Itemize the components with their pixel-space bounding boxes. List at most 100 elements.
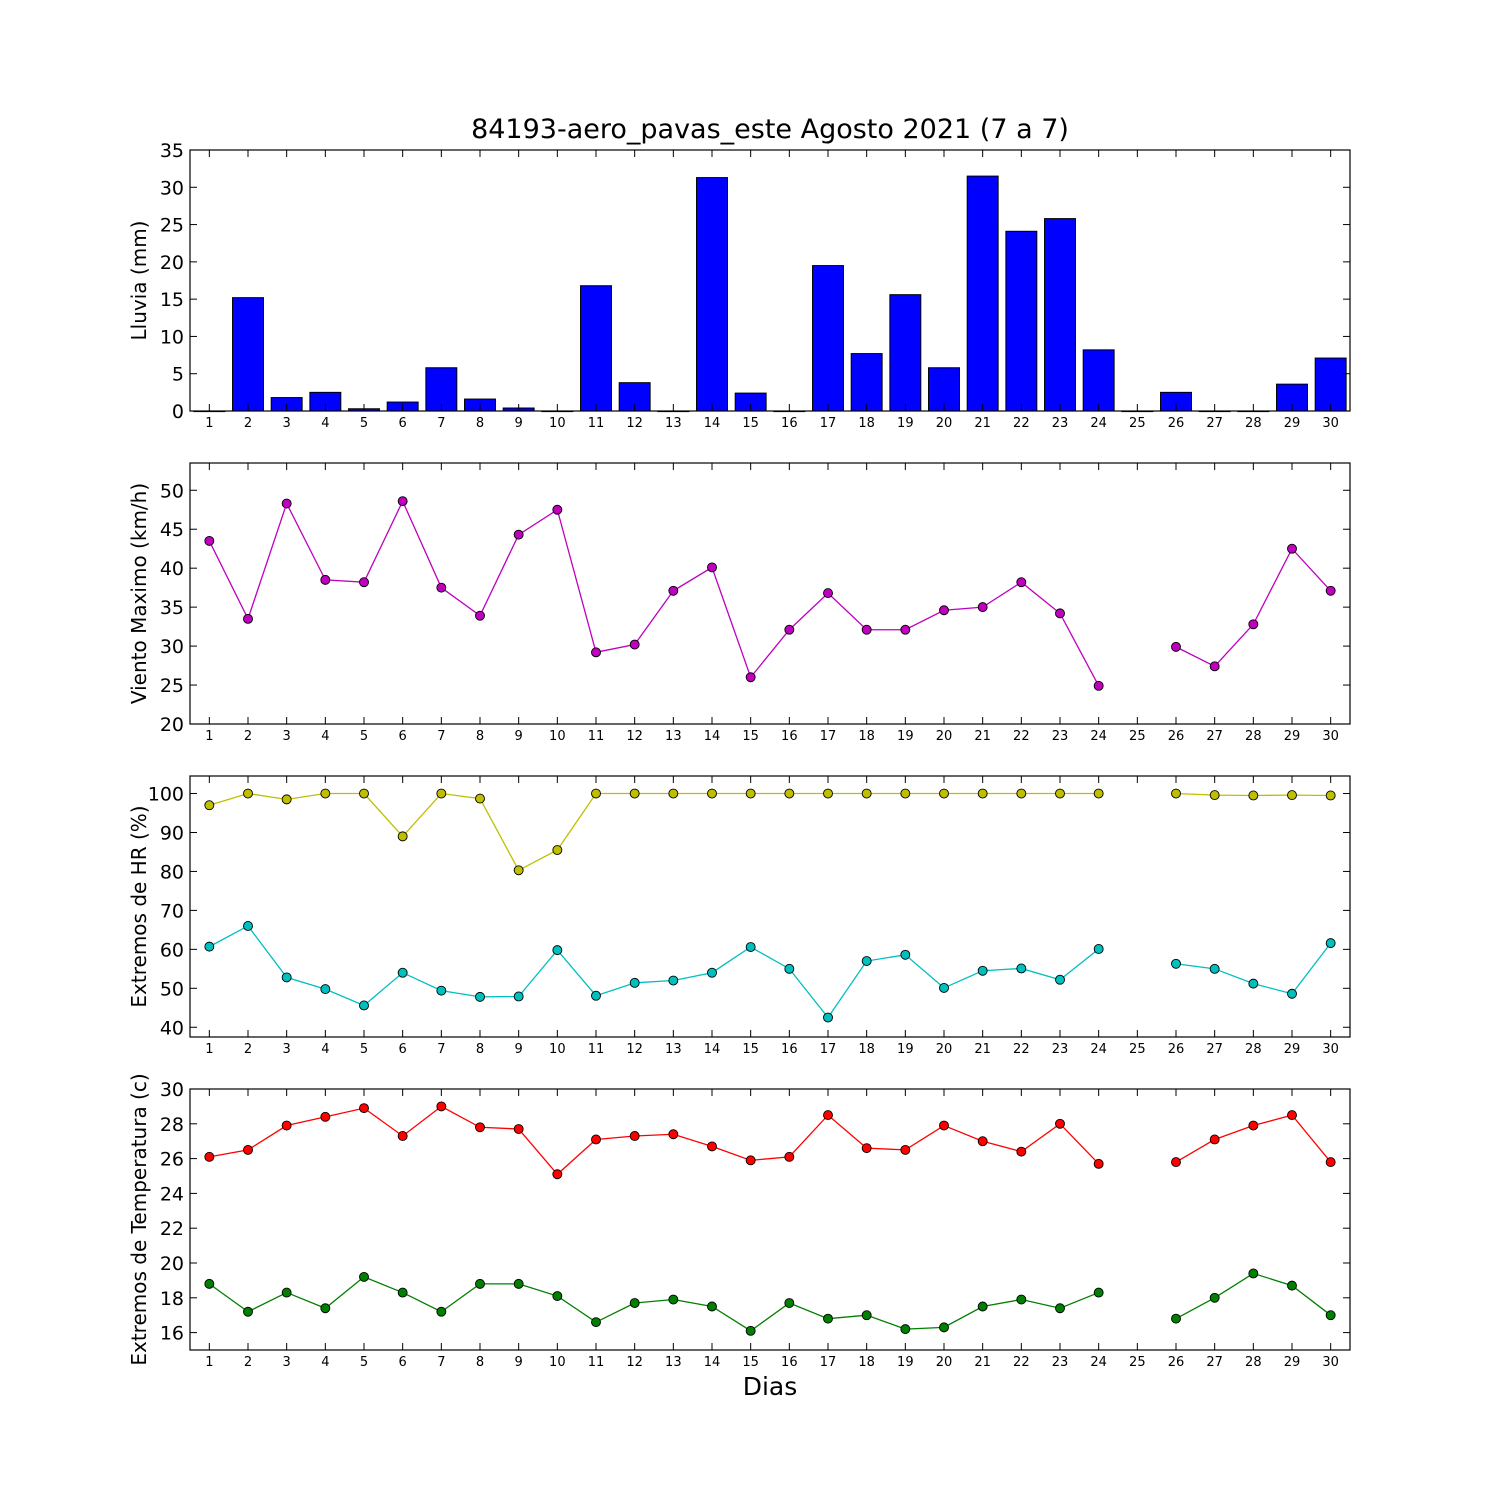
panel-3-series-1-point-day-26 xyxy=(1171,788,1181,799)
panel-4-ytick-label: 28 xyxy=(160,1114,184,1136)
panel-3-series-2-point-day-5 xyxy=(359,1000,369,1011)
panel-4-xtick-label: 27 xyxy=(1206,1355,1223,1370)
panel-3-series-1-point-day-4 xyxy=(320,788,331,799)
panel-2-xtick-label: 2 xyxy=(244,729,252,744)
panel-2-xtick-label: 8 xyxy=(476,729,484,744)
panel-1-xtick-label: 2 xyxy=(244,416,252,431)
panel-2-xtick-label: 16 xyxy=(781,729,798,744)
panel-4-xtick-label: 13 xyxy=(665,1355,682,1370)
panel-3-series-1-point-day-17 xyxy=(823,788,833,799)
panel-4-series-2-point-day-14 xyxy=(707,1301,717,1312)
panel-1-ytick-label: 10 xyxy=(160,326,184,348)
panel-4-series-1-point-day-2 xyxy=(243,1144,253,1155)
panel-2-series-1-point-day-29 xyxy=(1287,543,1297,554)
panel-3-series-1-point-day-3 xyxy=(281,794,292,805)
panel-1-xtick-label: 22 xyxy=(1013,416,1030,431)
panel-4-xtick-label: 6 xyxy=(399,1355,407,1370)
panel-4-xtick-label: 19 xyxy=(897,1355,914,1370)
panel-4-xtick-label: 16 xyxy=(781,1355,798,1370)
panel-4-xtick-label: 21 xyxy=(974,1355,991,1370)
panel-3-series-2-point-day-28 xyxy=(1248,978,1259,989)
panel-2-frame xyxy=(189,462,1351,725)
panel-2-series-1-point-day-22 xyxy=(1016,577,1027,588)
panel-2-series-1-point-day-20 xyxy=(939,605,949,616)
panel-1-xtick-label: 20 xyxy=(936,416,953,431)
panel-3-series-2-point-day-22 xyxy=(1016,963,1027,974)
panel-1-xtick-label: 29 xyxy=(1284,416,1301,431)
panel-3-series-2-point-day-21 xyxy=(977,965,988,976)
panel-1-xtick-label: 10 xyxy=(549,416,566,431)
panel-2-series-1-point-day-7 xyxy=(436,582,447,593)
panel-2-xtick-label: 23 xyxy=(1052,729,1069,744)
panel-4-series-1-point-day-12 xyxy=(629,1131,640,1141)
panel-3-xtick-label: 12 xyxy=(626,1042,643,1057)
panel-4-xtick-label: 28 xyxy=(1245,1355,1262,1370)
panel-4-series-2-point-day-18 xyxy=(861,1310,872,1321)
panel-2-series-1-point-day-21 xyxy=(977,602,988,613)
panel-2-ytick-label: 25 xyxy=(160,675,184,697)
panel-3-series-2-point-day-16 xyxy=(784,963,795,974)
panel-3-xtick-label: 26 xyxy=(1168,1042,1185,1057)
panel-3-series-1-point-day-19 xyxy=(900,788,911,799)
panel-2-series-1-point-day-26 xyxy=(1171,641,1181,652)
panel-3-xtick-label: 28 xyxy=(1245,1042,1262,1057)
panel-4-series-1-point-day-6 xyxy=(397,1131,408,1141)
panel-2-xtick-label: 7 xyxy=(437,729,445,744)
panel-2-series-1-point-day-5 xyxy=(359,577,369,588)
panel-4-xtick-label: 12 xyxy=(626,1355,643,1370)
chart-title: 84193-aero_pavas_este Agosto 2021 (7 a 7… xyxy=(471,114,1069,145)
panel-4-series-1-point-day-17 xyxy=(823,1110,833,1121)
panel-1-ytick-label: 25 xyxy=(160,215,184,237)
panel-2-series-1-point-day-8 xyxy=(475,610,485,621)
panel-3-series-1-point-day-20 xyxy=(939,788,949,799)
panel-2-series-1-point-day-30 xyxy=(1325,585,1336,596)
panel-4-series-1-point-day-3 xyxy=(281,1120,292,1131)
panel-4-series-1-point-day-16 xyxy=(784,1151,795,1162)
panel-2-series-1-point-day-13 xyxy=(668,585,679,596)
panel-4-xtick-label: 20 xyxy=(936,1355,953,1370)
panel-1-xtick-label: 13 xyxy=(665,416,682,431)
panel-2-background xyxy=(190,463,1350,724)
panel-1-xtick-label: 16 xyxy=(781,416,798,431)
panel-1-frame xyxy=(189,149,1351,412)
panel-4-series-2-point-day-10 xyxy=(552,1291,563,1302)
panel-4-xtick-label: 2 xyxy=(244,1355,252,1370)
panel-1-xtick-label: 26 xyxy=(1168,416,1185,431)
panel-2-xtick-label: 29 xyxy=(1284,729,1301,744)
panel-1-y-axis-label: Lluvia (mm) xyxy=(127,221,151,341)
panel-2-xtick-label: 30 xyxy=(1322,729,1339,744)
panel-3-xtick-label: 18 xyxy=(858,1042,875,1057)
panel-1-xtick-label: 17 xyxy=(820,416,837,431)
panel-4-series-2-point-day-16 xyxy=(784,1298,795,1308)
panel-4-series-2-point-day-15 xyxy=(745,1325,756,1336)
panel-1-xtick-label: 30 xyxy=(1322,416,1339,431)
panel-1-xtick-label: 19 xyxy=(897,416,914,431)
panel-2-series-1-point-day-19 xyxy=(900,624,911,635)
panel-4-series-1-point-day-22 xyxy=(1016,1146,1027,1157)
panel-4-ytick-label: 30 xyxy=(160,1079,184,1101)
panel-4-xtick-label: 22 xyxy=(1013,1355,1030,1370)
panel-1-bar-day-17 xyxy=(812,265,844,412)
panel-4-xtick-label: 11 xyxy=(588,1355,605,1370)
panel-4-xtick-label: 9 xyxy=(515,1355,523,1370)
panel-1-bar-day-14 xyxy=(696,177,728,412)
panel-4-series-1-point-day-29 xyxy=(1287,1110,1297,1121)
panel-1-ytick-label: 35 xyxy=(160,140,184,162)
panel-4-series-1-point-day-10 xyxy=(552,1169,563,1180)
panel-4-series-2-point-day-17 xyxy=(823,1313,833,1324)
panel-3-series-1-point-day-13 xyxy=(668,788,679,799)
panel-2-xtick-label: 27 xyxy=(1206,729,1223,744)
panel-3-series-2-point-day-4 xyxy=(320,984,331,995)
panel-4-xtick-label: 8 xyxy=(476,1355,484,1370)
panel-2-xtick-label: 18 xyxy=(858,729,875,744)
panel-3-frame xyxy=(189,775,1351,1038)
panel-4-xtick-label: 24 xyxy=(1090,1355,1107,1370)
panel-4-series-2-point-day-13 xyxy=(668,1294,679,1305)
panel-3-xtick-label: 24 xyxy=(1090,1042,1107,1057)
panel-2-xtick-label: 10 xyxy=(549,729,566,744)
panel-3-xtick-label: 1 xyxy=(205,1042,213,1057)
panel-3-series-1-point-day-7 xyxy=(436,788,447,799)
panel-4-background xyxy=(190,1089,1350,1350)
panel-2-y-axis-label: Viento Maximo (km/h) xyxy=(127,483,151,704)
